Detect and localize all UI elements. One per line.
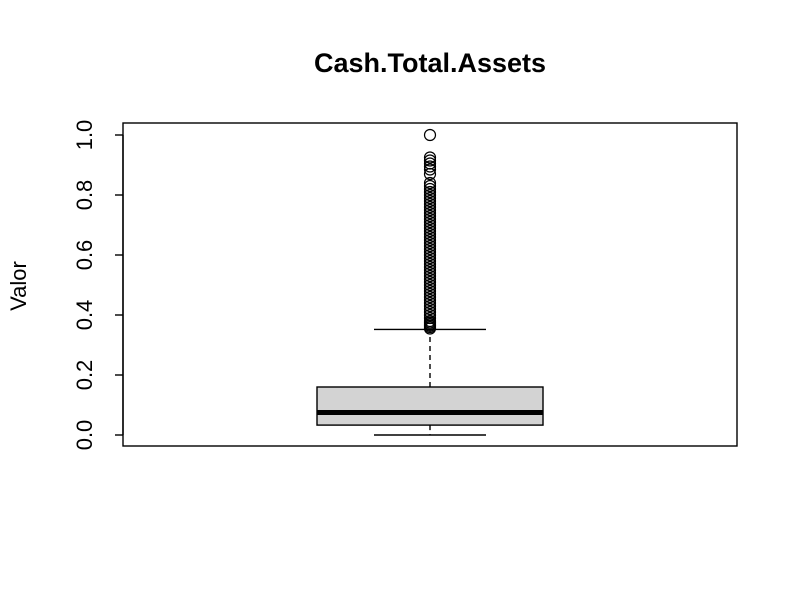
outlier-point	[423, 254, 437, 268]
outlier-point	[423, 290, 437, 304]
outlier-point	[423, 197, 437, 211]
outlier-point	[423, 179, 437, 193]
outlier-point	[423, 176, 437, 190]
outlier-point	[423, 257, 437, 271]
outlier-point	[423, 322, 437, 335]
outlier-point	[423, 239, 437, 253]
outlier-point	[423, 287, 437, 301]
outlier-point	[423, 128, 437, 142]
outlier-point	[423, 242, 437, 256]
iqr-box	[316, 386, 544, 426]
outlier-point	[423, 299, 437, 313]
outlier-point	[423, 191, 437, 205]
outlier-point	[423, 284, 437, 298]
outlier-point	[423, 260, 437, 274]
chart-title: Cash.Total.Assets	[314, 48, 546, 78]
outlier-point	[423, 296, 437, 310]
outlier-point	[423, 182, 437, 196]
outlier-point	[423, 206, 437, 220]
y-tick-label: 1.0	[72, 120, 97, 151]
y-axis: 0.0 0.2 0.4 0.6 0.8 1.0	[72, 120, 124, 451]
outlier-point	[423, 233, 437, 247]
outlier-point	[423, 224, 437, 238]
outlier-point	[423, 227, 437, 241]
outlier-point	[423, 275, 437, 289]
outlier-point	[423, 194, 437, 208]
outlier-point	[423, 215, 437, 229]
outlier-point	[423, 281, 437, 295]
outlier-point	[423, 200, 437, 214]
y-tick-label: 0.2	[72, 360, 97, 391]
outlier-point	[423, 245, 437, 259]
outlier-point	[423, 293, 437, 307]
y-tick-label: 0.6	[72, 240, 97, 271]
outlier-point	[423, 212, 437, 226]
outlier-point	[423, 167, 437, 181]
outlier-point	[423, 203, 437, 217]
outlier-point	[423, 151, 437, 164]
outlier-point	[423, 221, 437, 235]
outlier-point	[423, 236, 437, 250]
outlier-point	[423, 163, 437, 176]
outlier-point	[423, 272, 437, 286]
y-axis-label: Valor	[6, 261, 31, 311]
outlier-point	[423, 302, 437, 316]
outlier-point	[423, 251, 437, 265]
y-tick-label: 0.0	[72, 420, 97, 451]
y-tick-label: 0.4	[72, 300, 97, 331]
outlier-point	[423, 269, 437, 283]
outlier-point	[423, 218, 437, 232]
outlier-point	[423, 230, 437, 244]
outlier-point	[423, 266, 437, 280]
outlier-point	[423, 209, 437, 223]
y-tick-label: 0.8	[72, 180, 97, 211]
outlier-point	[423, 278, 437, 292]
outlier-point	[423, 160, 437, 173]
outlier-point	[423, 248, 437, 262]
outlier-point	[423, 188, 437, 202]
outlier-point	[423, 263, 437, 277]
outlier-point	[423, 154, 437, 167]
plot-area	[316, 128, 544, 436]
outlier-point	[423, 185, 437, 199]
